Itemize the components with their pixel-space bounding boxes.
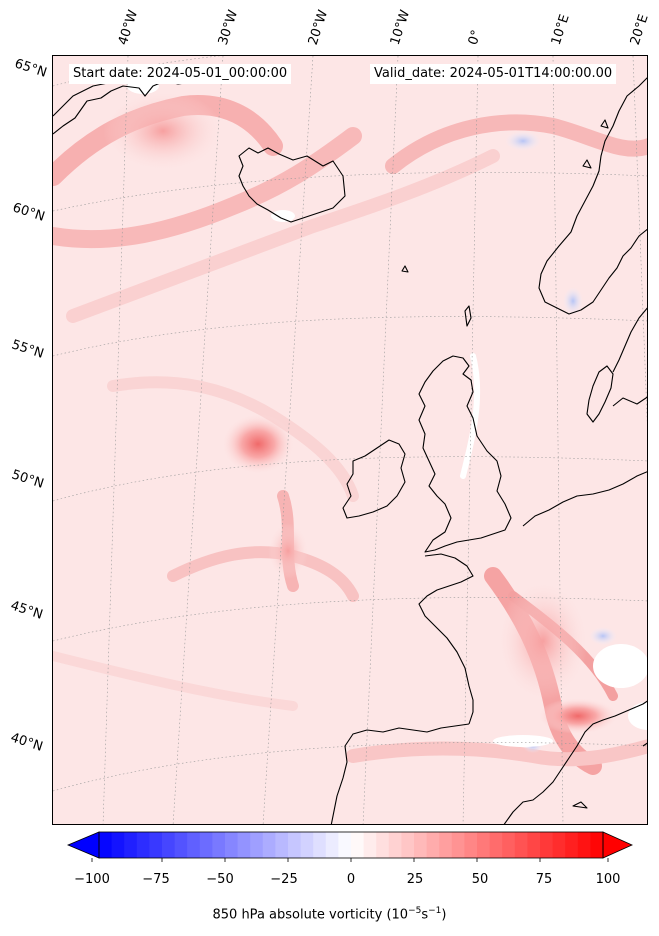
colorbar-segment: [514, 832, 528, 858]
colorbar-tick-marks: [91, 858, 609, 862]
vorticity-map: [53, 56, 647, 824]
start-date-label: Start date: 2024-05-01_00:00:00: [69, 64, 292, 84]
colorbar-segment: [174, 832, 188, 858]
colorbar-segment: [351, 832, 365, 858]
colorbar-segment: [439, 832, 453, 858]
lon-label-0: 0°: [465, 28, 485, 47]
colorbar-segment: [111, 832, 125, 858]
colorbar-tick-label: −100: [74, 872, 110, 887]
colorbar-tick-label: 100: [595, 872, 621, 887]
colorbar-segment: [187, 832, 201, 858]
colorbar-segment: [99, 832, 113, 858]
lon-label-10w: 10°W: [387, 8, 414, 47]
colorbar-segment: [225, 832, 239, 858]
lat-label-55n: 55°N: [9, 337, 46, 362]
europe-coast: [522, 471, 647, 527]
colorbar-segment: [502, 832, 516, 858]
coastlines: [53, 75, 647, 824]
colorbar-max-extend: [602, 831, 633, 859]
colorbar-segment: [414, 832, 428, 858]
lat-label-45n: 45°N: [8, 598, 45, 623]
scandinavia-coast: [538, 77, 647, 315]
colorbar-label-exp2: −1: [428, 906, 442, 916]
colorbar-segment: [325, 832, 339, 858]
lon-label-30w: 30°W: [215, 8, 242, 47]
colorbar-segment: [401, 832, 415, 858]
colorbar-segment: [577, 832, 591, 858]
vorticity-cores: [103, 78, 647, 753]
colorbar-tick-label: 75: [535, 872, 553, 887]
lon-label-20e: 20°E: [627, 12, 652, 48]
colorbar-segment: [376, 832, 390, 858]
map-panel: [52, 55, 648, 825]
colorbar-segments: [99, 832, 604, 858]
colorbar-segment: [275, 832, 289, 858]
graticule: [53, 56, 647, 824]
colorbar-segment: [451, 832, 465, 858]
colorbar-segment: [338, 832, 352, 858]
denmark-coast: [586, 365, 614, 423]
lon-label-10e: 10°E: [548, 12, 573, 48]
colorbar-segment: [464, 832, 478, 858]
colorbar-segment: [300, 832, 314, 858]
colorbar-tick-label: −25: [270, 872, 298, 887]
lat-label-65n: 65°N: [12, 56, 49, 81]
colorbar-label-exp1: −5: [408, 906, 422, 916]
colorbar-segment: [552, 832, 566, 858]
colorbar-segment: [262, 832, 276, 858]
iceland-coast: [238, 147, 346, 223]
lat-label-50n: 50°N: [9, 467, 46, 492]
colorbar-label-end: ): [441, 907, 447, 923]
colorbar-segment: [199, 832, 213, 858]
colorbar-segment: [477, 832, 491, 858]
colorbar-segment: [237, 832, 251, 858]
colorbar-segment: [388, 832, 402, 858]
iberia-coast: [330, 723, 470, 824]
colorbar: [66, 831, 633, 862]
colorbar-segment: [527, 832, 541, 858]
colorbar-segment: [489, 832, 503, 858]
colorbar-segment: [149, 832, 163, 858]
colorbar-tick-label: 0: [346, 872, 356, 887]
britain-coast: [418, 355, 512, 553]
colorbar-min-extend: [66, 831, 100, 859]
colorbar-label-mid: s: [421, 907, 429, 923]
colorbar-tick-label: 50: [471, 872, 489, 887]
lon-label-40w: 40°W: [115, 8, 142, 47]
ireland-coast: [342, 439, 406, 519]
colorbar-segment: [162, 832, 176, 858]
colorbar-segment: [250, 832, 264, 858]
colorbar-tick-label: −75: [142, 872, 170, 887]
colorbar-label-text: 850 hPa absolute vorticity (10: [212, 907, 409, 923]
colorbar-segment: [124, 832, 138, 858]
colorbar-segment: [136, 832, 150, 858]
colorbar-label: 850 hPa absolute vorticity (10−5s−1): [0, 906, 659, 922]
valid-date-label: Valid_date: 2024-05-01T14:00:00.00: [370, 64, 617, 84]
colorbar-segment: [590, 832, 604, 858]
colorbar-segment: [540, 832, 554, 858]
lon-label-20w: 20°W: [305, 8, 332, 47]
colorbar-segment: [313, 832, 327, 858]
lat-label-60n: 60°N: [10, 200, 47, 225]
lat-label-40n: 40°N: [8, 730, 45, 755]
colorbar-tick-label: 25: [406, 872, 424, 887]
colorbar-segment: [363, 832, 377, 858]
colorbar-segment: [288, 832, 302, 858]
colorbar-segment: [212, 832, 226, 858]
colorbar-tick-label: −50: [206, 872, 234, 887]
colorbar-segment: [565, 832, 579, 858]
colorbar-segment: [426, 832, 440, 858]
